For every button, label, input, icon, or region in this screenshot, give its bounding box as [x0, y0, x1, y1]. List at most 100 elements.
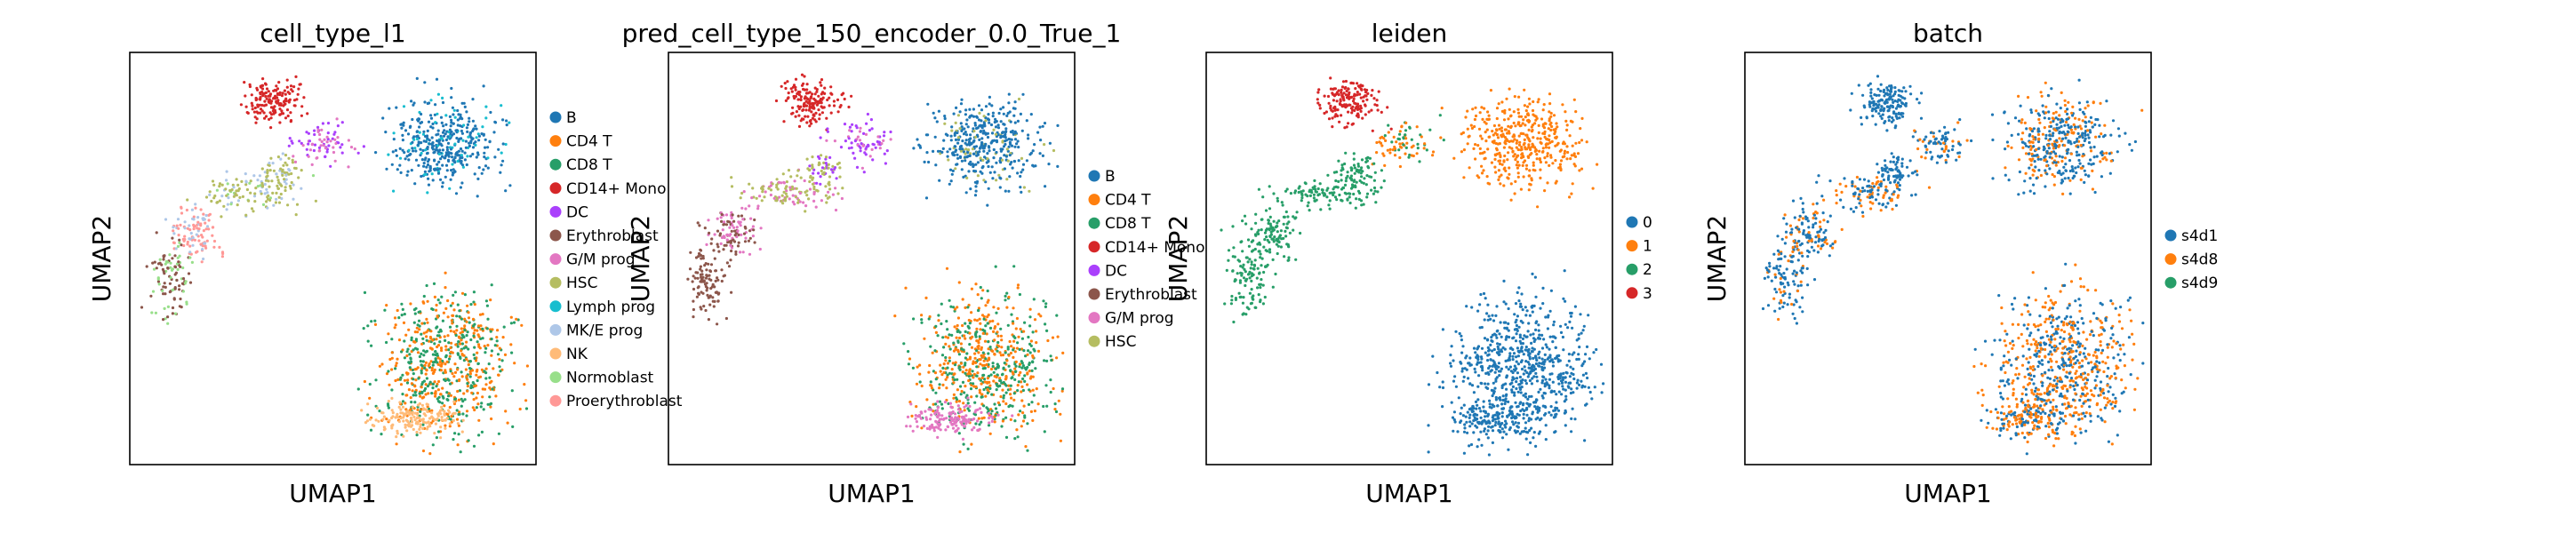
point-cd4-t — [1022, 404, 1026, 408]
point-erythroblast — [691, 280, 694, 283]
point-cd14-mono — [815, 90, 819, 93]
point-cd8-t — [944, 355, 948, 360]
point-erythroblast — [140, 306, 144, 309]
point-hsc — [1043, 143, 1046, 147]
point-3 — [1356, 84, 1360, 88]
point-cd4-t — [908, 357, 912, 361]
point-cd8-t — [431, 307, 435, 312]
point-cd14-mono — [281, 91, 284, 95]
point-cd8-t — [1016, 389, 1020, 393]
point-cd14-mono — [828, 104, 831, 107]
point-b — [1016, 119, 1020, 123]
point-b — [1003, 154, 1006, 157]
point-1 — [1524, 123, 1527, 127]
legend-item: CD4 T — [1088, 192, 1151, 210]
point-cd4-t — [944, 378, 948, 381]
point-cd8-t — [401, 307, 404, 311]
point-cd4-t — [1004, 402, 1008, 406]
point-g-m-prog — [292, 155, 295, 158]
point-cd8-t — [949, 305, 953, 308]
point-erythroblast — [725, 261, 730, 265]
point-cd8-t — [981, 367, 985, 370]
point-cd8-t — [1044, 322, 1047, 326]
point-2 — [1241, 266, 1244, 269]
panel-title: pred_cell_type_150_encoder_0.0_True_1 — [622, 19, 1122, 48]
point-cd4-t — [944, 359, 948, 362]
point-1 — [1468, 134, 1471, 138]
plot-frame — [668, 52, 1076, 465]
point-2 — [1332, 191, 1336, 195]
point-cd8-t — [488, 402, 492, 406]
point-dc — [333, 131, 337, 134]
point-proerythroblast — [193, 238, 196, 242]
point-2 — [1352, 157, 1356, 161]
point-b — [428, 101, 431, 105]
point-2 — [1245, 277, 1249, 281]
point-cd4-t — [396, 357, 399, 361]
point-hsc — [314, 199, 317, 203]
point-hsc — [241, 195, 244, 198]
point-dc — [287, 144, 291, 147]
point-cd4-t — [994, 325, 997, 329]
point-cd8-t — [468, 375, 472, 378]
point-1 — [1492, 141, 1496, 145]
point-proerythroblast — [179, 223, 182, 227]
point-hsc — [992, 128, 996, 131]
point-1 — [1556, 125, 1559, 129]
point-cd8-t — [968, 322, 972, 325]
point-cd14-mono — [268, 94, 272, 98]
point-3 — [1339, 102, 1342, 107]
point-nk — [433, 418, 436, 421]
point-b — [482, 132, 485, 136]
point-nk — [411, 410, 414, 414]
point-1 — [1516, 171, 1520, 175]
point-1 — [1580, 139, 1584, 142]
point-cd8-t — [999, 327, 1003, 330]
point-mk-e-prog — [292, 197, 295, 201]
point-mk-e-prog — [272, 203, 276, 207]
point-0 — [1561, 335, 1564, 339]
point-erythroblast — [156, 262, 161, 266]
point-hsc — [236, 183, 240, 187]
point-cd8-t — [1006, 323, 1010, 327]
point-cd8-t — [996, 364, 1000, 368]
point-1 — [1422, 147, 1426, 150]
point-cd8-t — [967, 409, 971, 412]
point-cd14-mono — [790, 90, 794, 93]
point-b — [999, 149, 1003, 153]
legend-marker — [549, 371, 562, 384]
point-g-m-prog — [749, 217, 753, 220]
point-lymph-prog — [461, 139, 465, 142]
point-b — [468, 131, 473, 134]
point-cd4-t — [986, 300, 989, 304]
point-2 — [1349, 187, 1354, 190]
point-hsc — [204, 195, 209, 199]
point-2 — [1321, 188, 1324, 192]
point-g-m-prog — [756, 207, 760, 211]
point-g-m-prog — [856, 135, 860, 139]
point-cd14-mono — [792, 84, 796, 87]
point-1 — [1522, 143, 1525, 147]
point-2 — [1362, 181, 1365, 185]
point-1 — [1554, 136, 1557, 139]
point-b — [1006, 149, 1010, 153]
point-erythroblast — [171, 257, 174, 260]
point-1 — [1496, 136, 1500, 139]
point-b — [422, 162, 426, 165]
point-cd4-t — [929, 384, 932, 387]
point-nk — [426, 410, 429, 413]
point-b — [403, 151, 406, 155]
point-cd4-t — [460, 375, 464, 378]
point-1 — [1423, 142, 1427, 146]
point-cd4-t — [430, 369, 434, 372]
point-hsc — [218, 185, 221, 188]
point-cd4-t — [520, 323, 524, 327]
point-g-m-prog — [956, 408, 960, 411]
point-cd4-t — [1017, 413, 1020, 417]
point-cd14-mono — [796, 105, 800, 108]
point-g-m-prog — [740, 206, 744, 210]
point-dc — [874, 146, 877, 149]
point-cd14-mono — [807, 108, 812, 112]
point-erythroblast — [729, 241, 732, 244]
point-2 — [1327, 203, 1331, 207]
